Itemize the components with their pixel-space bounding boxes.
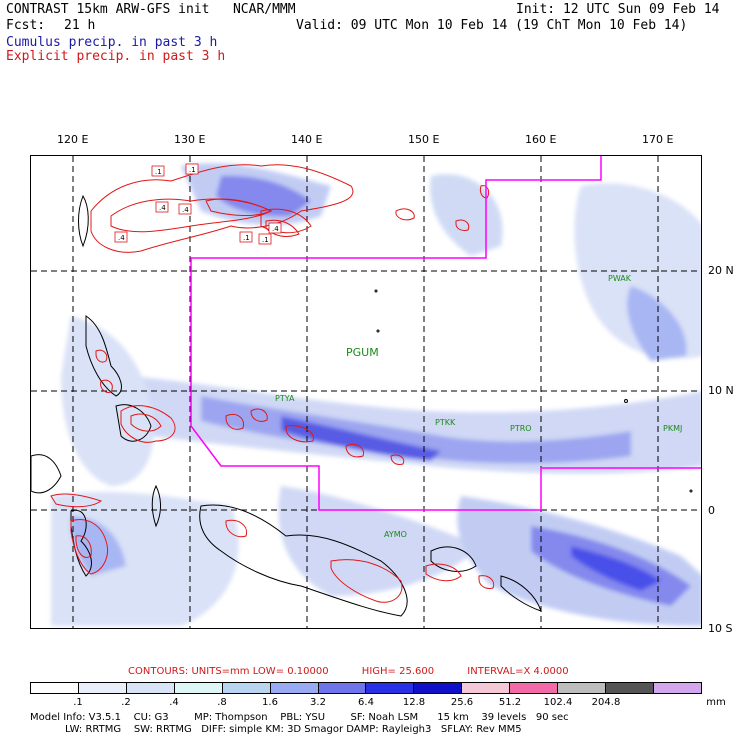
contour-units: CONTOURS: UNITS=mm LOW= 0.10000 (128, 666, 329, 677)
color-scale-swatch (653, 683, 701, 693)
svg-text:.4: .4 (272, 225, 279, 233)
color-scale-unit: mm (706, 697, 726, 708)
color-scale-swatch (366, 683, 415, 693)
cumulus-precip-areas (51, 163, 701, 626)
chart-title: CONTRAST 15km ARW-GFS init NCAR/MMM (6, 2, 296, 17)
precipitation-map: .1 .1 .4 .4 .4 .1 .4 .1 (30, 155, 702, 629)
color-scale-swatch (174, 683, 223, 693)
station-label: PTYA (275, 394, 295, 403)
color-scale-tick-label: .2 (121, 697, 131, 708)
contour-label: .4 (268, 222, 282, 234)
station-label: PKMJ (663, 424, 683, 433)
contour-interval: INTERVAL=X 4.0000 (467, 666, 569, 677)
color-scale-tick-label: 51.2 (498, 697, 522, 708)
color-scale-tick-label: 204.8 (591, 697, 621, 708)
explicit-precip-contours (50, 164, 495, 603)
contour-label: .1 (151, 165, 165, 177)
color-scale (30, 682, 702, 694)
lon-label-140: 140 E (291, 133, 323, 146)
color-scale-tick-label: 6.4 (358, 697, 374, 708)
contour-label: .1 (239, 231, 253, 243)
color-scale-tick-label: .4 (169, 697, 179, 708)
color-scale-swatch (222, 683, 271, 693)
lat-label-10n: 10 N (708, 384, 734, 397)
color-scale-tick-label: .8 (217, 697, 227, 708)
color-scale-tick-label: 25.6 (450, 697, 474, 708)
contour-label: .4 (114, 231, 128, 243)
color-scale-tick-label: 12.8 (402, 697, 426, 708)
init-time: Init: 12 UTC Sun 09 Feb 14 (516, 2, 720, 17)
legend-cumulus: Cumulus precip. in past 3 h (6, 35, 218, 50)
color-scale-swatch (31, 683, 79, 693)
lon-label-170: 170 E (642, 133, 674, 146)
color-scale-tick-label: 1.6 (262, 697, 278, 708)
contour-label: .4 (178, 203, 192, 215)
valid-time: Valid: 09 UTC Mon 10 Feb 14 (19 ChT Mon … (296, 18, 688, 33)
color-scale-tick-label: 102.4 (543, 697, 573, 708)
contour-info: CONTOURS: UNITS=mm LOW= 0.10000 HIGH= 25… (128, 666, 599, 677)
contour-label: .1 (185, 163, 199, 175)
color-scale-swatch (414, 683, 463, 693)
station-label: PWAK (608, 274, 632, 283)
color-scale-swatch (78, 683, 127, 693)
color-scale-swatch (510, 683, 559, 693)
color-scale-swatch (462, 683, 511, 693)
color-scale-swatch (270, 683, 319, 693)
station-label: PGUM (346, 346, 379, 359)
station-label: PTRO (510, 424, 532, 433)
svg-text:.4: .4 (118, 234, 125, 242)
svg-text:.1: .1 (189, 166, 196, 174)
model-info-line2: LW: RRTMG SW: RRTMG DIFF: simple KM: 3D … (30, 724, 522, 735)
color-scale-swatch (318, 683, 367, 693)
contour-label: .4 (155, 201, 169, 213)
color-scale-swatch (558, 683, 607, 693)
lat-label-10s: 10 S (708, 622, 733, 635)
lon-label-120: 120 E (57, 133, 89, 146)
lat-label-20n: 20 N (708, 264, 734, 277)
map-canvas: .1 .1 .4 .4 .4 .1 .4 .1 (31, 156, 701, 628)
forecast-label: Fcst: (6, 18, 46, 33)
color-scale-tick-label: 3.2 (310, 697, 326, 708)
lon-label-160: 160 E (525, 133, 557, 146)
color-scale-tick-label: .1 (73, 697, 83, 708)
model-info-line1: Model Info: V3.5.1 CU: G3 MP: Thompson P… (30, 712, 569, 723)
station-label: PTKK (435, 418, 456, 427)
contour-label: .1 (258, 233, 272, 245)
svg-text:.1: .1 (262, 236, 269, 244)
contour-labels: .1 .1 .4 .4 .4 .1 .4 .1 (114, 163, 282, 245)
forecast-hour: 21 h (64, 18, 96, 33)
station-label: AYMO (384, 530, 407, 539)
svg-text:.4: .4 (182, 206, 189, 214)
legend-explicit: Explicit precip. in past 3 h (6, 49, 226, 64)
color-scale-labels: .1 .2 .4 .8 1.6 3.2 6.4 12.8 25.6 51.2 102.4 204.8 m… (30, 697, 730, 709)
color-scale-swatch (126, 683, 175, 693)
coastlines (31, 194, 693, 617)
svg-text:.4: .4 (159, 204, 166, 212)
lat-label-0: 0 (708, 504, 715, 517)
color-scale-swatch (606, 683, 654, 693)
lon-label-130: 130 E (174, 133, 206, 146)
contour-high: HIGH= 25.600 (361, 666, 435, 677)
subdomain-boundaries (190, 156, 701, 511)
svg-text:.1: .1 (243, 234, 250, 242)
svg-text:.1: .1 (155, 168, 162, 176)
lon-label-150: 150 E (408, 133, 440, 146)
